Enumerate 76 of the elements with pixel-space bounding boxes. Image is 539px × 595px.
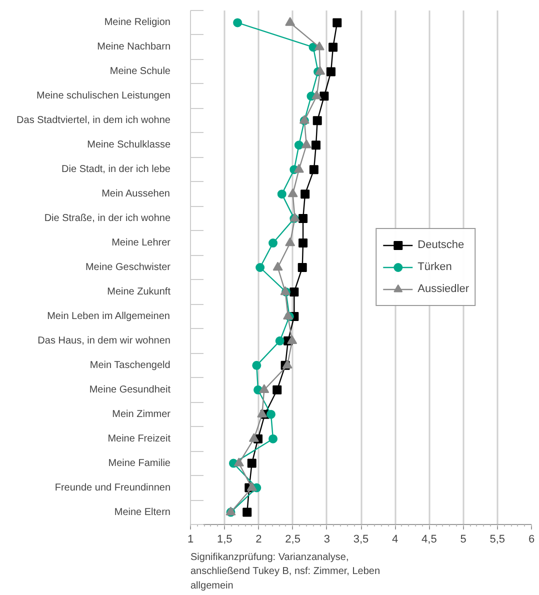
x-tick-label: 3 [324, 534, 330, 546]
point [277, 190, 286, 199]
y-tick-label: Das Haus, in dem wir wohnen [38, 335, 171, 346]
y-tick-label: Meine Nachbarn [97, 42, 170, 53]
point [312, 116, 322, 126]
point [247, 458, 256, 468]
point [301, 139, 312, 148]
legend-label: Deutsche [418, 239, 464, 251]
point [259, 384, 270, 393]
y-tick-label: Mein Leben im Allgemeinen [47, 310, 170, 322]
point [233, 18, 242, 28]
y-tick-label: Meine Schulklasse [87, 140, 171, 151]
x-tick-label: 5 [460, 534, 466, 546]
point [294, 140, 304, 150]
y-tick-label: Meine Gesundheit [89, 384, 171, 396]
point [285, 17, 296, 26]
y-tick-label: Meine Freizeit [108, 433, 171, 444]
x-tick-label: 2,5 [285, 534, 300, 546]
y-tick-label: Das Stadtviertel, in dem ich wohne [16, 115, 171, 126]
x-tick-label: 4 [392, 534, 398, 546]
point [285, 237, 296, 246]
y-tick-label: Die Stadt, in der ich lebe [62, 164, 171, 176]
y-tick-label: Freunde und Freundinnen [54, 482, 170, 494]
y-tick-label: Meine Geschwister [85, 262, 172, 273]
point [312, 90, 322, 100]
point [272, 262, 283, 271]
x-tick-label: 3,5 [353, 534, 369, 546]
point [272, 385, 282, 394]
point [294, 164, 304, 173]
point [252, 360, 262, 370]
legend-label: Aussiedler [418, 283, 469, 295]
y-tick-label: Meine Schule [110, 66, 171, 78]
point [314, 42, 324, 50]
point [288, 188, 298, 198]
x-tick-label: 5,5 [490, 534, 506, 546]
x-tick-label: 6 [528, 534, 535, 546]
x-tick-label: 1,5 [216, 534, 232, 546]
point [290, 287, 299, 296]
point [287, 335, 298, 344]
point [266, 410, 276, 419]
point [256, 263, 265, 272]
y-tick-label: Mein Zimmer [112, 408, 172, 420]
point [298, 238, 308, 248]
point [300, 190, 310, 199]
point [234, 458, 244, 466]
x-tick-label: 4,5 [422, 534, 437, 546]
y-tick-label: Meine schulischen Leistungen [36, 90, 171, 102]
point [257, 408, 268, 418]
point [248, 433, 259, 442]
point [246, 482, 257, 491]
point [328, 42, 338, 52]
y-tick-label: Mein Taschengeld [90, 360, 170, 371]
x-tick-label: 1 [187, 534, 194, 546]
point [320, 92, 329, 101]
point [315, 66, 326, 75]
y-tick-label: Die Straße, in der ich wohne [44, 213, 171, 224]
point [309, 165, 318, 174]
x-tick-label: 2 [256, 534, 262, 546]
point [282, 360, 292, 369]
point [275, 336, 284, 346]
point [298, 263, 307, 272]
y-tick-label: Meine Eltern [114, 506, 171, 518]
point [268, 238, 278, 248]
legend-label: Türken [418, 261, 452, 273]
y-tick-label: Meine Lehrer [112, 238, 172, 249]
y-tick-label: Mein Aussehen [102, 188, 170, 200]
y-tick-label: Meine Zukunft [107, 286, 171, 298]
y-tick-label: Meine Familie [108, 458, 171, 469]
y-tick-label: Meine Religion [104, 17, 171, 28]
point [298, 214, 308, 224]
point [332, 18, 342, 28]
point [326, 67, 336, 76]
point [268, 434, 278, 444]
point [242, 508, 252, 517]
point [311, 140, 320, 150]
text: Signifikanzprüfung: Varianzanalyse, anschließend Tukey B, nsf: Zimmer, Leben allgemein [190, 552, 380, 592]
